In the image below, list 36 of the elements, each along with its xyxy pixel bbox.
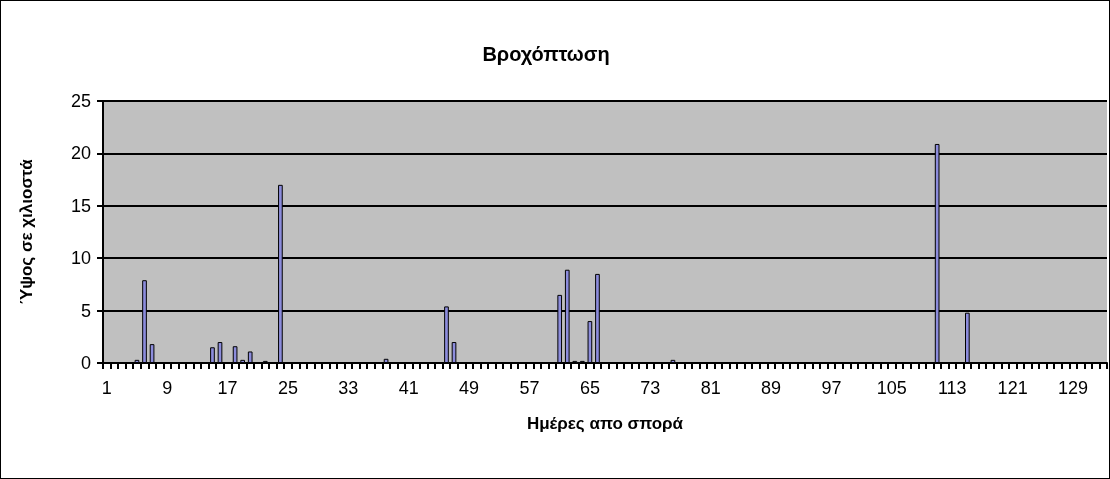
bar	[383, 358, 389, 363]
y-tick-label: 20	[70, 143, 91, 164]
bar	[670, 359, 676, 363]
x-tick-label: 49	[459, 378, 480, 398]
x-tick-label: 41	[398, 378, 419, 398]
bar	[210, 347, 215, 363]
x-tick-label: 25	[277, 378, 298, 398]
x-tick-label: 73	[640, 378, 661, 398]
y-tick-label: 5	[80, 300, 91, 321]
bar	[240, 359, 245, 363]
x-tick-label: 9	[162, 378, 173, 398]
x-tick-label: 89	[761, 378, 782, 398]
x-tick-label: 121	[997, 378, 1028, 398]
x-tick-label: 57	[519, 378, 540, 398]
x-tick-label: 81	[700, 378, 721, 398]
x-tick-label: 129	[1058, 378, 1089, 398]
bar	[232, 346, 238, 363]
x-tick-label: 105	[876, 378, 907, 398]
bar	[587, 321, 593, 363]
y-tick-label: 0	[80, 353, 91, 373]
y-axis-title: Ύψος σε χιλιοστά	[17, 158, 36, 305]
x-tick-label: 33	[338, 378, 359, 398]
bar	[247, 351, 253, 363]
x-tick-label: 65	[579, 378, 600, 398]
bar	[451, 342, 457, 363]
chart-title: Βροχόπτωση	[482, 43, 610, 65]
x-tick-label: 1	[101, 378, 112, 398]
bar	[149, 344, 155, 363]
bar	[134, 359, 140, 363]
y-tick-label: 15	[70, 195, 91, 216]
x-axis-title: Ημέρες απο σπορά	[526, 414, 684, 433]
y-tick-label: 25	[70, 91, 91, 111]
y-tick-label: 10	[70, 248, 91, 269]
x-tick-label: 17	[217, 378, 238, 398]
x-tick-label: 97	[821, 378, 842, 398]
x-tick-label: 113	[937, 378, 967, 398]
